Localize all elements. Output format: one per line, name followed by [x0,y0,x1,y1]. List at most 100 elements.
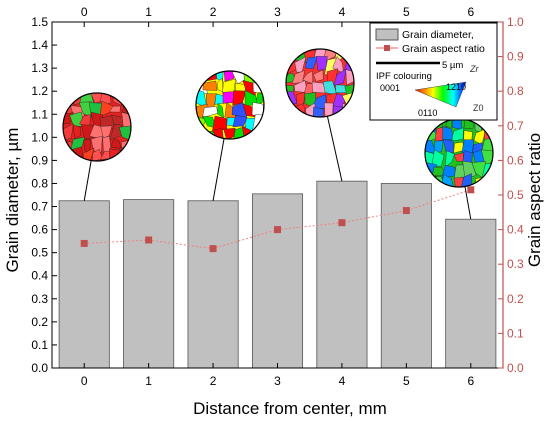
y-left-tick-label-12: 1.2 [31,84,48,98]
aspect-marker-3 [274,226,281,234]
y-left-tick-label-6: 0.6 [31,223,48,237]
grain-0-4-2 [83,139,91,153]
x-top-tick-label-1: 1 [145,5,152,19]
y-right-tick-label-8: 0.8 [507,84,524,98]
y-left-tick-label-7: 0.7 [31,200,48,214]
y-left-tick-label-1: 0.1 [31,338,48,352]
grain-4-5-0 [286,107,296,117]
micrograph-insets [62,48,494,220]
x-tick-label-6: 6 [467,374,474,388]
grain-4-5-4 [324,102,334,117]
y-left-tick-label-3: 0.3 [31,292,48,306]
y-left-tick-label-0: 0.0 [31,361,48,375]
inset-map-6 [425,119,493,187]
y-left-tick-label-11: 1.1 [31,107,48,121]
aspect-marker-0 [80,239,88,247]
plot-area: 0.0 0.1 0.2 0.3 0.4 0.5 0.6 0.7 0.8 0.9 1.0 1.1 1.2 1… [31,5,524,388]
x-top-tick-label-2: 2 [210,5,217,19]
x-tick-label-4: 4 [339,374,346,388]
grain-4-2-5 [333,68,347,86]
y-left-tick-label-2: 0.2 [31,315,48,329]
inset-border-4 [285,48,355,118]
x-top-tick-label-3: 3 [274,5,281,19]
grain-6-1-3 [451,127,464,142]
y-right-tick-label-10: 1.0 [507,15,524,29]
y-right-tick-label-0: 0.0 [507,361,524,375]
x-top-tick-label-0: 0 [81,5,88,19]
bar-2 [187,200,239,369]
grain-6-5-3 [453,176,464,187]
grain-4-2-3 [313,69,324,82]
legend-bar-label: Grain diameter, [402,29,474,41]
grain-2-5-3 [223,128,236,139]
y-right-tick-label-4: 0.4 [507,223,524,237]
x-tick-label-5: 5 [403,374,410,388]
x-top-tick-label-5: 5 [403,5,410,19]
y-left-tick-label-8: 0.8 [31,176,48,190]
aspect-marker-5 [402,207,410,215]
y-right-tick-label-5: 0.5 [507,188,524,202]
grain-2-5-2 [211,127,225,139]
x-tick-label-3: 3 [274,374,281,388]
bar-6 [445,218,497,369]
y-right-tick-label-9: 0.9 [507,50,524,64]
x-top-tick-label-6: 6 [467,5,474,19]
grain-0-3-1 [72,124,82,140]
grain-2-2-3 [222,91,234,104]
y-left-tick-label-4: 0.4 [31,269,48,283]
y-right-axis-title: Grain aspect ratio [525,133,544,267]
inset-map-2 [196,71,264,139]
y-right-tick-label-3: 0.3 [507,257,524,271]
x-tick-label-2: 2 [210,374,217,388]
y-right-tick-label-7: 0.7 [507,119,524,133]
aspect-marker-1 [145,236,153,244]
inset-border-0 [62,92,132,162]
y-left-tick-label-15: 1.5 [31,15,48,29]
y-right-tick-label-1: 0.1 [507,326,524,340]
grain-2-1-6 [252,82,264,93]
grain-6-5-6 [483,174,493,187]
inset-border-2 [195,70,265,140]
y-left-tick-label-10: 1.0 [31,130,48,144]
ipf-z-label: Z0 [473,103,484,113]
inset-map-0 [63,93,131,161]
inset-map-4 [286,49,354,117]
y-left-tick-label-13: 1.3 [31,61,48,75]
x-top-tick-label-4: 4 [339,5,346,19]
grain-0-0-6 [121,93,131,105]
ipf-axis-label: Zr [469,64,479,74]
aspect-marker-4 [338,219,346,227]
x-tick-label-1: 1 [145,374,152,388]
y-right-tick-label-2: 0.2 [507,292,524,306]
grain-2-0-3 [223,71,235,82]
grain-6-2-1 [433,140,444,154]
ipf-corner-0110: 0110 [418,108,437,118]
x-axis-title: Distance from center, mm [193,399,387,418]
grain-6-1-4 [463,130,473,142]
grain-6-0-6 [481,119,493,130]
ipf-corner-1210: 1210 [446,82,466,92]
grain-4-1-2 [304,56,318,70]
bar-4 [316,180,368,369]
ipf-triangle-icon [414,81,467,108]
grain-2-5-0 [196,128,205,139]
grain-2-5-6 [255,127,264,139]
bar-3 [251,193,304,369]
ipf-corner-0001: 0001 [380,83,400,93]
aspect-marker-6 [467,186,475,194]
x-tick-label-0: 0 [81,374,88,388]
grain-4-2-6 [345,69,354,86]
grain-6-3-1 [431,149,445,167]
grain-2-4-4 [232,115,248,128]
grain-0-0-0 [63,93,72,107]
aspect-marker-2 [209,245,217,253]
legend-line-marker [384,45,390,51]
y-right-tick-label-6: 0.6 [507,153,524,167]
legend: Grain diameter, Grain aspect ratio 5 µm … [369,22,498,121]
ipf-title: IPF colouring [376,71,432,82]
grain-2-4-2 [212,115,228,131]
grain-0-5-6 [119,147,131,161]
legend-bar-swatch [375,28,399,41]
scale-bar-label: 5 µm [442,60,463,71]
